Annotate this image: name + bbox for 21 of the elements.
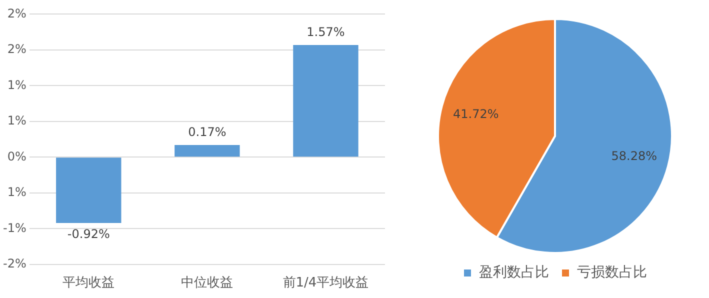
y-tick-label: 1% [7, 185, 26, 200]
data-label: 1.57% [306, 25, 345, 40]
y-tick-label: -1% [2, 220, 26, 235]
y-tick-label: 2% [7, 6, 26, 20]
bar [174, 145, 240, 157]
data-label: 0.17% [188, 125, 226, 140]
legend-label: 盈利数占比 [479, 264, 549, 281]
data-label: 41.72% [452, 107, 499, 122]
x-tick-label: 平均收益 [62, 276, 115, 291]
y-tick-label: -2% [2, 256, 26, 271]
data-label: 58.28% [611, 149, 658, 164]
y-tick-label: 1% [7, 114, 26, 128]
x-tick-label: 前1/4平均收益 [282, 276, 369, 291]
y-tick-label: 0% [7, 149, 26, 164]
y-tick-label: 2% [7, 42, 26, 56]
data-label: -0.92% [67, 227, 110, 242]
bar [293, 44, 358, 157]
legend-label: 亏损数占比 [577, 264, 647, 281]
bar [56, 158, 122, 223]
x-tick-label: 中位收益 [181, 276, 234, 291]
y-tick-label: 1% [7, 78, 26, 92]
